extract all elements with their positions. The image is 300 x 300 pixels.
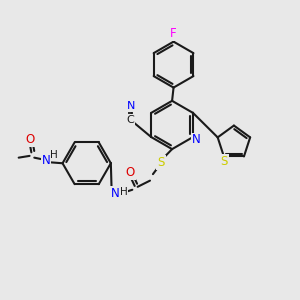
Text: F: F [170,27,177,40]
Text: O: O [125,166,135,179]
Text: H: H [50,150,58,160]
Text: C: C [127,115,134,125]
Text: N: N [192,134,201,146]
Text: H: H [120,187,128,197]
Text: N: N [126,101,135,111]
Text: N: N [42,154,50,167]
Text: S: S [157,156,165,169]
Text: N: N [111,187,120,200]
Text: O: O [25,133,34,146]
Text: S: S [220,155,228,168]
